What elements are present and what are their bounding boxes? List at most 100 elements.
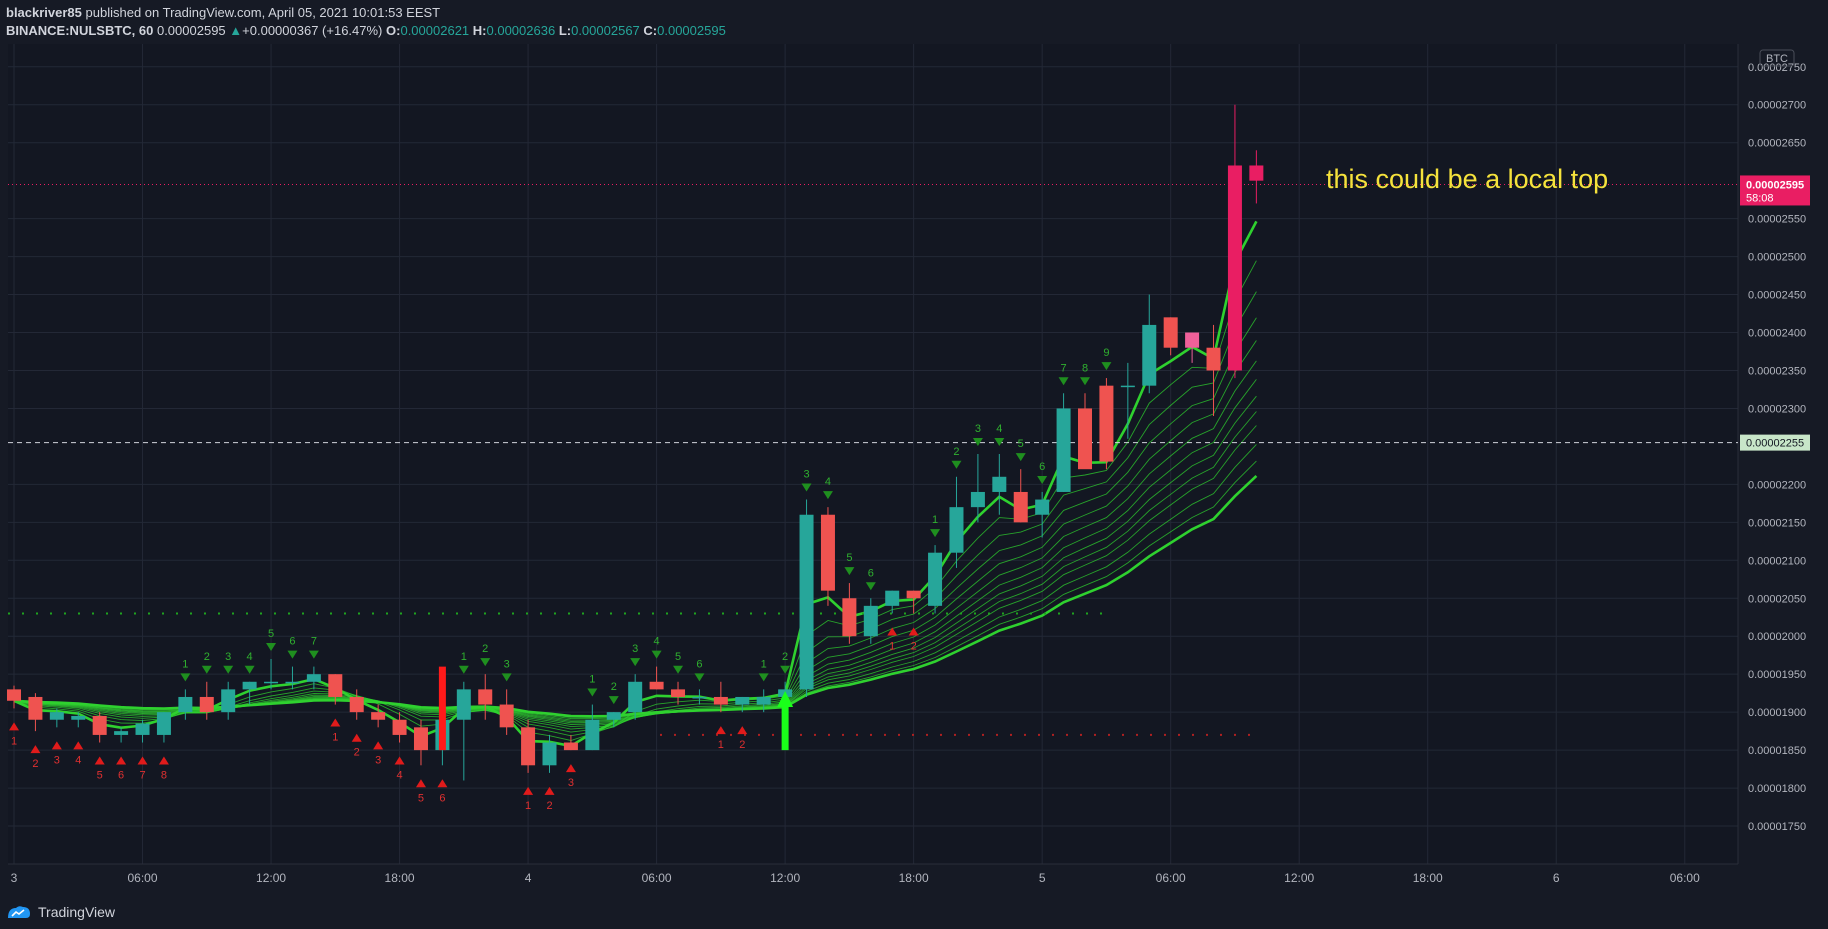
td-down-triangle-icon [865, 582, 876, 591]
td-down-triangle-icon [651, 650, 662, 659]
td-down-triangle-icon [201, 665, 212, 674]
candle-body [649, 681, 664, 690]
candle-body [7, 689, 21, 701]
td-down-triangle-icon [694, 673, 705, 682]
candle-body [799, 514, 814, 690]
candle-body [371, 712, 386, 720]
candle-body [242, 681, 257, 690]
td-count-label: 2 [482, 643, 488, 655]
td-count-label: 4 [654, 636, 660, 648]
change-arrow-icon: ▲ [229, 23, 243, 38]
symbol-label[interactable]: BINANCE:NULSBTC, 60 [6, 23, 154, 38]
chart-annotation[interactable]: this could be a local top [1326, 164, 1609, 194]
td-down-triangle-icon [822, 491, 833, 500]
brand-name[interactable]: TradingView [38, 904, 116, 920]
author-name[interactable]: blackriver85 [6, 5, 82, 20]
close-label: C: [643, 23, 658, 38]
td-up-triangle-icon [415, 779, 426, 788]
candle-body [671, 689, 686, 697]
candle-body [521, 727, 536, 766]
x-tick-label: 12:00 [256, 871, 286, 885]
td-count-label: 3 [975, 423, 981, 435]
td-down-triangle-icon [308, 650, 319, 659]
x-tick-label: 12:00 [1284, 871, 1314, 885]
high-label: H: [472, 23, 487, 38]
candle-body [328, 674, 343, 697]
y-tick-label: 0.00002400 [1748, 328, 1806, 340]
candle-body [114, 731, 129, 735]
candle-body [1078, 408, 1092, 470]
td-count-label: 5 [418, 792, 424, 804]
td-count-label: 1 [589, 674, 595, 686]
candle-body [928, 552, 943, 606]
td-count-label: 4 [75, 754, 81, 766]
candle-body [199, 696, 214, 713]
candle-body [970, 491, 985, 508]
td-count-label: 5 [268, 628, 274, 640]
x-tick-label: 18:00 [899, 871, 929, 885]
td-down-triangle-icon [994, 438, 1005, 446]
tradingview-logo-icon[interactable] [6, 904, 32, 920]
td-down-triangle-icon [244, 665, 255, 674]
y-tick-label: 0.00002700 [1748, 100, 1806, 112]
candle-body [756, 696, 771, 705]
chart-header: blackriver85 published on TradingView.co… [6, 4, 726, 40]
y-tick-label: 0.00002150 [1748, 517, 1806, 529]
candle-body [49, 712, 64, 720]
candle-body [863, 605, 878, 637]
td-count-label: 6 [1039, 461, 1045, 473]
hline-price-badge [1740, 434, 1810, 451]
candle-body [949, 507, 964, 553]
td-down-triangle-icon [951, 460, 962, 469]
y-tick-label: 0.00001850 [1748, 745, 1806, 757]
last-price-badge [1740, 175, 1810, 206]
td-down-triangle-icon [501, 673, 512, 682]
y-tick-label: 0.00002200 [1748, 479, 1806, 491]
footer: TradingView [6, 901, 115, 923]
y-tick-label: 0.00002550 [1748, 214, 1806, 226]
candle-body [692, 696, 707, 699]
x-tick-label: 06:00 [128, 871, 158, 885]
td-count-label: 3 [803, 469, 809, 481]
last-price: 0.00002595 [156, 23, 226, 38]
td-up-triangle-icon [908, 627, 919, 636]
td-up-triangle-icon [137, 756, 148, 765]
td-count-label: 1 [525, 800, 531, 812]
candle-body [156, 712, 171, 735]
candle-body [392, 719, 407, 735]
x-tick-label: 06:00 [1156, 871, 1186, 885]
td-count-label: 5 [675, 651, 681, 663]
td-count-label: 2 [739, 739, 745, 751]
td-down-triangle-icon [801, 483, 812, 492]
x-tick-label: 18:00 [1413, 871, 1443, 885]
published-text: published on TradingView.com, April 05, … [81, 5, 441, 20]
td-down-triangle-icon [608, 696, 619, 705]
td-up-triangle-icon [715, 726, 726, 735]
high-value: 0.00002636 [486, 23, 556, 38]
td-up-triangle-icon [887, 627, 898, 636]
candle-body [456, 689, 471, 720]
td-down-triangle-icon [223, 665, 234, 674]
x-tick-label: 5 [1039, 871, 1046, 885]
candle-body [92, 715, 107, 735]
x-tick-label: 12:00 [770, 871, 800, 885]
td-down-triangle-icon [458, 665, 469, 674]
td-up-triangle-icon [158, 756, 169, 765]
td-count-label: 1 [932, 514, 938, 526]
ohlc-line: BINANCE:NULSBTC, 60 0.00002595 ▲+0.00000… [6, 22, 726, 40]
td-up-triangle-icon [94, 756, 105, 765]
td-down-triangle-icon [287, 650, 298, 659]
td-count-label: 3 [632, 643, 638, 655]
td-up-triangle-icon [565, 764, 576, 773]
open-value: 0.00002621 [400, 23, 470, 38]
y-tick-label: 0.00002750 [1748, 62, 1806, 74]
td-up-triangle-icon [116, 756, 127, 765]
td-down-triangle-icon [972, 438, 983, 446]
td-count-label: 7 [139, 770, 145, 782]
y-tick-label: 0.00002050 [1748, 593, 1806, 605]
td-up-triangle-icon [523, 786, 534, 795]
td-count-label: 1 [718, 739, 724, 751]
td-count-label: 6 [439, 792, 445, 804]
td-count-label: 4 [996, 423, 1002, 435]
